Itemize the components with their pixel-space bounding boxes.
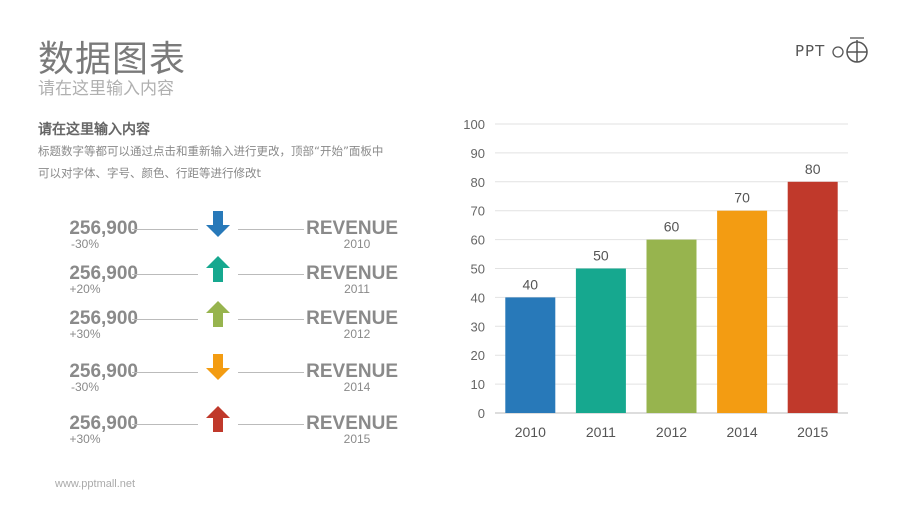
- bar-2010: [505, 297, 556, 413]
- arrow-up-icon: [206, 256, 230, 282]
- y-tick-label: 10: [471, 377, 485, 392]
- row-value: 256,900: [69, 413, 138, 434]
- y-tick-label: 50: [471, 262, 485, 277]
- page-title: 数据图表: [38, 39, 187, 80]
- data-label: 80: [805, 161, 821, 177]
- section-body: 标题数字等都可以通过点击和重新输入进行更改，顶部“开始”面板中可以对字体、字号、…: [38, 144, 384, 180]
- row-change: +30%: [69, 432, 101, 446]
- row-change: +30%: [69, 327, 101, 341]
- row-year: 2010: [343, 237, 371, 251]
- row-label: REVENUE: [306, 218, 398, 239]
- row-value: 256,900: [69, 308, 138, 329]
- revenue-row: 256,900 +20% REVENUE 2011: [40, 256, 410, 307]
- x-tick-label: 2012: [656, 424, 687, 440]
- row-year: 2011: [344, 282, 370, 296]
- logo-mark-icon: [832, 37, 868, 63]
- y-tick-label: 30: [471, 319, 485, 334]
- y-tick-label: 20: [471, 348, 485, 363]
- y-tick-label: 60: [471, 233, 485, 248]
- page-subtitle: 请在这里输入内容: [38, 79, 174, 99]
- revenue-row: 256,900 -30% REVENUE 2010: [40, 211, 410, 262]
- arrow-up-icon: [206, 406, 230, 432]
- arrow-up-icon: [206, 301, 230, 327]
- row-change: +20%: [69, 282, 101, 296]
- bar-2015: [787, 181, 838, 413]
- row-value: 256,900: [69, 218, 138, 239]
- logo-text: PPT: [795, 42, 826, 60]
- section-heading: 请在这里输入内容: [38, 122, 150, 138]
- bar-2012: [646, 239, 697, 413]
- connector-line: [132, 274, 198, 275]
- connector-line: [238, 319, 304, 320]
- row-label: REVENUE: [306, 263, 398, 284]
- y-tick-label: 90: [471, 146, 485, 161]
- row-change: -30%: [70, 380, 99, 394]
- x-tick-label: 2014: [727, 424, 758, 440]
- connector-line: [238, 274, 304, 275]
- row-label: REVENUE: [306, 361, 398, 382]
- connector-line: [132, 229, 198, 230]
- row-year: 2014: [343, 380, 371, 394]
- connector-line: [238, 424, 304, 425]
- arrow-down-icon: [206, 211, 230, 237]
- y-tick-label: 70: [471, 204, 485, 219]
- data-label: 50: [593, 248, 609, 264]
- x-tick-label: 2011: [586, 424, 616, 440]
- arrow-down-icon: [206, 354, 230, 380]
- revenue-row: 256,900 +30% REVENUE 2015: [40, 406, 410, 457]
- data-label: 60: [664, 219, 680, 235]
- y-tick-label: 0: [478, 406, 485, 421]
- row-year: 2012: [343, 327, 371, 341]
- connector-line: [132, 372, 198, 373]
- logo: PPT: [795, 34, 875, 68]
- revenue-row: 256,900 +30% REVENUE 2012: [40, 301, 410, 352]
- data-label: 70: [734, 190, 750, 206]
- row-label: REVENUE: [306, 308, 398, 329]
- row-value: 256,900: [69, 361, 138, 382]
- bar-2011: [575, 268, 626, 413]
- revenue-row: 256,900 -30% REVENUE 2014: [40, 354, 410, 405]
- bar-2014: [717, 210, 768, 413]
- x-tick-label: 2010: [515, 424, 546, 440]
- connector-line: [132, 424, 198, 425]
- y-tick-label: 80: [471, 175, 485, 190]
- footer-url[interactable]: www.pptmall.net: [55, 478, 136, 490]
- row-year: 2015: [343, 432, 371, 446]
- data-label: 40: [523, 276, 539, 292]
- row-label: REVENUE: [306, 413, 398, 434]
- connector-line: [132, 319, 198, 320]
- connector-line: [238, 372, 304, 373]
- connector-line: [238, 229, 304, 230]
- row-value: 256,900: [69, 263, 138, 284]
- y-tick-label: 40: [471, 290, 485, 305]
- row-change: -30%: [70, 237, 99, 251]
- bar-chart: 0 10 20 30 40 50 60 70 80 90 100 40 2010 50 2011 60 2012…: [463, 117, 848, 440]
- y-tick-label: 100: [463, 117, 485, 132]
- x-tick-label: 2015: [797, 424, 828, 440]
